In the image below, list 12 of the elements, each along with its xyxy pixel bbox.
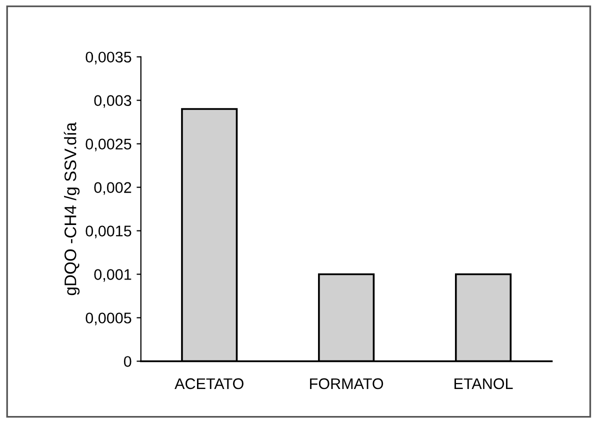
y-tick-label: 0,0005 (86, 312, 132, 326)
y-tick-label: 0,0035 (86, 52, 132, 64)
x-tick-label: ACETATO (174, 378, 244, 390)
y-axis-title: gDQO -CH4 /g SSV.día (64, 122, 80, 296)
y-tick-label: 0,0015 (86, 226, 132, 238)
y-tick-label: 0 (124, 356, 132, 367)
x-tick-label: ETANOL (454, 378, 513, 390)
y-tick-label: 0,0025 (86, 138, 132, 152)
x-tick-label: FORMATO (310, 378, 384, 390)
y-tick-label: 0,001 (94, 269, 132, 282)
y-tick-label: 0,003 (94, 95, 132, 108)
y-tick-label: 0,002 (94, 182, 132, 195)
